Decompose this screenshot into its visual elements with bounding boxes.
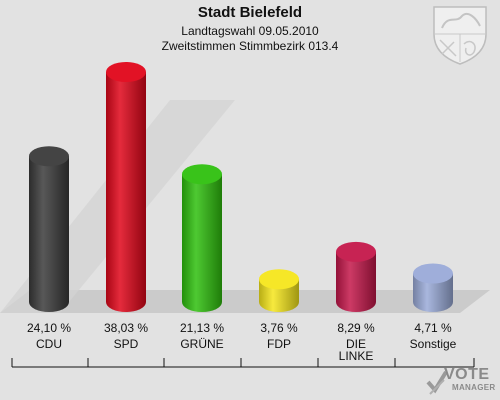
vote-check-icon bbox=[426, 370, 448, 395]
bar-cdu bbox=[29, 146, 69, 312]
category-label: GRÜNE bbox=[180, 337, 223, 351]
category-label: CDU bbox=[36, 337, 62, 351]
value-label: 8,29 % bbox=[337, 321, 375, 335]
page-subtitle: Landtagswahl 09.05.2010 bbox=[181, 24, 319, 38]
category-label: LINKE bbox=[339, 349, 374, 363]
bar-body bbox=[182, 174, 222, 312]
bar-top bbox=[182, 164, 222, 185]
bar-top bbox=[106, 62, 146, 82]
value-label: 21,13 % bbox=[180, 321, 224, 335]
value-label: 3,76 % bbox=[260, 321, 298, 335]
logo-text-vote: VOTE bbox=[444, 366, 490, 383]
bar-sonstige bbox=[413, 263, 453, 312]
bar-gr-ne bbox=[182, 164, 222, 312]
logo-text-manager: MANAGER bbox=[452, 383, 496, 392]
vote-manager-logo: VOTE MANAGER bbox=[426, 366, 498, 398]
coat-of-arms-icon bbox=[433, 6, 487, 65]
bar-body bbox=[336, 251, 376, 312]
district-label: Zweitstimmen Stimmbezirk 013.4 bbox=[161, 39, 339, 53]
bar-top bbox=[29, 146, 69, 167]
bar-top bbox=[259, 269, 299, 290]
category-label: SPD bbox=[114, 337, 139, 351]
value-label: 4,71 % bbox=[414, 321, 452, 335]
category-label: DIE bbox=[346, 337, 366, 351]
bar-die-linke bbox=[336, 241, 376, 312]
bar-top bbox=[413, 263, 453, 284]
category-label: FDP bbox=[267, 337, 291, 351]
value-label: 38,03 % bbox=[104, 321, 148, 335]
page-title: Stadt Bielefeld bbox=[197, 4, 303, 21]
bar-fdp bbox=[259, 269, 299, 312]
bar-body bbox=[29, 156, 69, 312]
category-label: Sonstige bbox=[410, 337, 457, 351]
bar-body bbox=[106, 72, 146, 312]
value-label: 24,10 % bbox=[27, 321, 71, 335]
bar-spd bbox=[106, 62, 146, 312]
bar-body bbox=[413, 273, 453, 312]
bar-top bbox=[336, 241, 376, 262]
